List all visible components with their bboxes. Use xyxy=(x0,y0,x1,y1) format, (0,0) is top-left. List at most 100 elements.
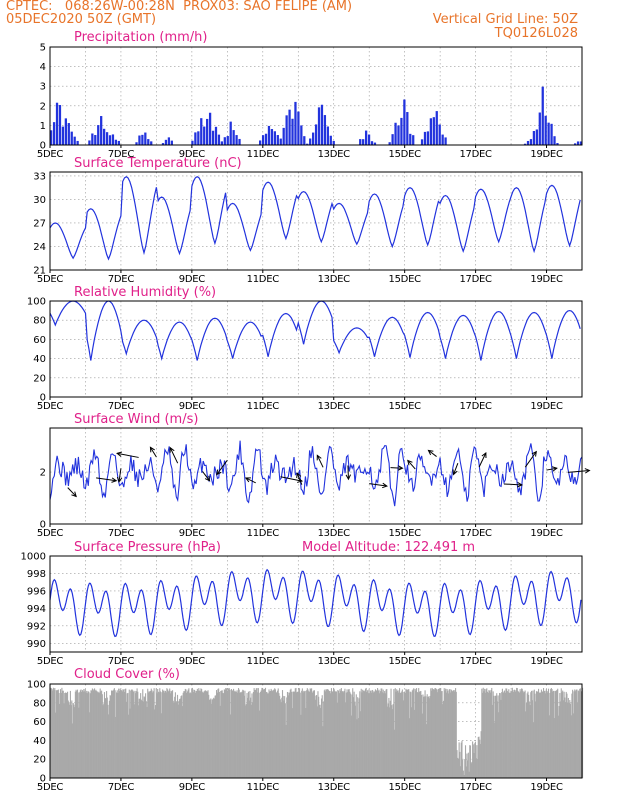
precip-bar xyxy=(135,142,138,145)
wind-arrow-head xyxy=(169,446,175,453)
cloud-bar xyxy=(91,690,93,778)
cloud-bar xyxy=(225,688,228,778)
cloud-bar xyxy=(347,692,349,778)
cloud-bar xyxy=(481,688,483,778)
cloud-bar xyxy=(438,688,440,778)
cloud-bar xyxy=(376,690,378,778)
precip-bar xyxy=(573,143,577,145)
cloud-bar xyxy=(147,688,149,778)
cloud-bar xyxy=(417,692,419,778)
cloud-bar xyxy=(553,718,555,778)
cloud-bar xyxy=(542,688,545,778)
cloud-bar xyxy=(418,688,420,778)
precip-bar xyxy=(76,140,79,145)
cloud-bar xyxy=(401,689,403,778)
cloud-bar xyxy=(333,687,335,778)
cloud-bar xyxy=(468,771,470,778)
cloud-bar xyxy=(52,690,54,778)
cloud-bar xyxy=(187,689,189,778)
cloud-bar xyxy=(467,760,469,778)
cloud-bar xyxy=(479,743,481,778)
cloud-bar xyxy=(241,691,243,778)
cloud-bar xyxy=(242,689,244,778)
header-grid-line: Vertical Grid Line: 50Z xyxy=(432,12,578,27)
cloud-bar xyxy=(422,694,424,778)
cloud-bar xyxy=(267,693,269,778)
cloud-bar xyxy=(125,688,127,778)
cloud-bar xyxy=(264,687,267,778)
precip-bar xyxy=(235,135,238,145)
wind-arrow-head xyxy=(407,459,413,466)
cloud-bar xyxy=(348,689,350,778)
cloud-bar xyxy=(458,742,460,778)
pressure-ytick: 994 xyxy=(27,604,46,615)
cloud-bar xyxy=(102,705,104,778)
cloud-bar xyxy=(501,692,503,778)
cloud-bar xyxy=(324,689,326,778)
precip-ytick: 2 xyxy=(40,101,46,112)
precip-bar xyxy=(91,133,94,145)
cloud-bar xyxy=(52,687,54,778)
precip-bar xyxy=(300,125,303,145)
precip-bar xyxy=(58,105,62,145)
cloud-bar xyxy=(513,692,515,778)
cloud-bar xyxy=(158,692,160,778)
precip-bar xyxy=(429,118,433,145)
cloud-bar xyxy=(447,693,450,778)
cloud-bar xyxy=(459,766,462,778)
precip-ytick: 3 xyxy=(40,82,46,93)
cloud-bar xyxy=(562,700,564,778)
cloud-bar xyxy=(406,689,408,778)
cloud-bar xyxy=(84,689,86,778)
precip-bar xyxy=(276,135,279,145)
cloud-bar xyxy=(534,693,536,778)
cloud-bar xyxy=(328,691,330,778)
cloud-bar xyxy=(391,709,394,778)
humidity-xtick: 9DEC xyxy=(179,401,205,412)
cloud-bar xyxy=(403,700,405,778)
cloud-bar xyxy=(445,688,447,778)
cloud-bar xyxy=(378,689,380,778)
cloud-bar xyxy=(380,688,382,778)
cloud-bar xyxy=(335,691,337,778)
cloud-bar xyxy=(485,689,487,778)
cloud-bar xyxy=(282,695,284,778)
cloud-bar xyxy=(447,690,449,778)
cloud-bar xyxy=(277,688,279,778)
cloud-bar xyxy=(236,690,238,778)
cloud-bar xyxy=(86,690,88,778)
wind-arrow-head xyxy=(481,452,487,459)
cloud-bar xyxy=(294,688,296,778)
cloud-bar xyxy=(518,691,520,778)
precip-bar xyxy=(105,132,109,145)
cloud-ytick: 100 xyxy=(27,680,46,691)
cloud-bar xyxy=(79,692,81,778)
humidity-xtick: 19DEC xyxy=(530,401,563,412)
cloud-bar xyxy=(143,696,145,778)
cloud-bar xyxy=(472,744,474,778)
precip-bar xyxy=(138,135,141,145)
cloud-bar xyxy=(289,692,291,778)
cloud-bar xyxy=(159,688,161,778)
cloud-bar xyxy=(364,691,366,778)
cloud-bar xyxy=(496,693,498,778)
cloud-bar xyxy=(519,689,521,778)
cloud-bar xyxy=(137,705,140,778)
cloud-bar xyxy=(381,688,383,778)
wind-arrow xyxy=(524,451,537,468)
cloud-bar xyxy=(169,693,171,778)
cloud-bar xyxy=(411,690,413,778)
temp-line xyxy=(49,175,581,261)
cloud-bar xyxy=(257,688,259,778)
cloud-bar xyxy=(181,706,184,778)
cloud-bar xyxy=(530,692,532,778)
cloud-bar xyxy=(71,700,73,778)
precip-bar xyxy=(64,118,67,145)
cloud-bar xyxy=(533,722,535,778)
cloud-bar xyxy=(462,770,464,778)
cloud-bar xyxy=(446,688,448,778)
cloud-bar xyxy=(252,702,254,778)
cloud-bar xyxy=(345,702,347,778)
cloud-bar xyxy=(223,693,225,778)
temp-ytick: 21 xyxy=(33,266,46,277)
